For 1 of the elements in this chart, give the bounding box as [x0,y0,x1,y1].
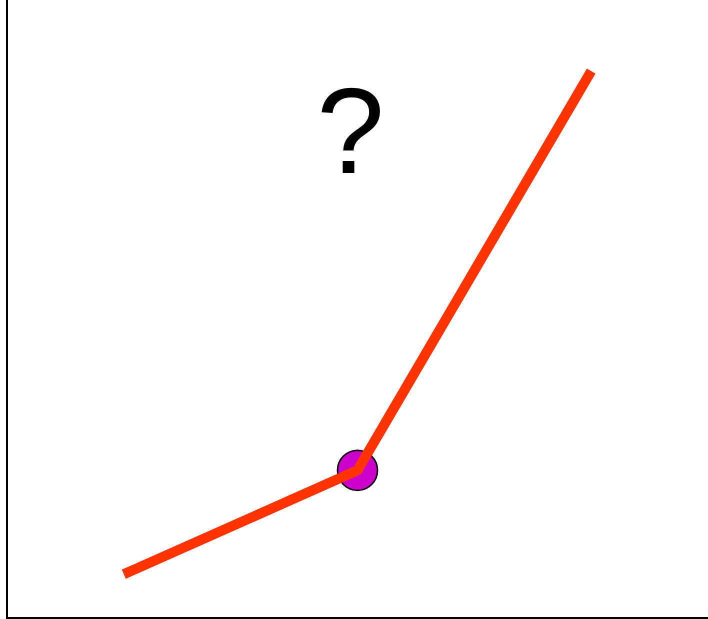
annotation: ? [316,63,384,199]
